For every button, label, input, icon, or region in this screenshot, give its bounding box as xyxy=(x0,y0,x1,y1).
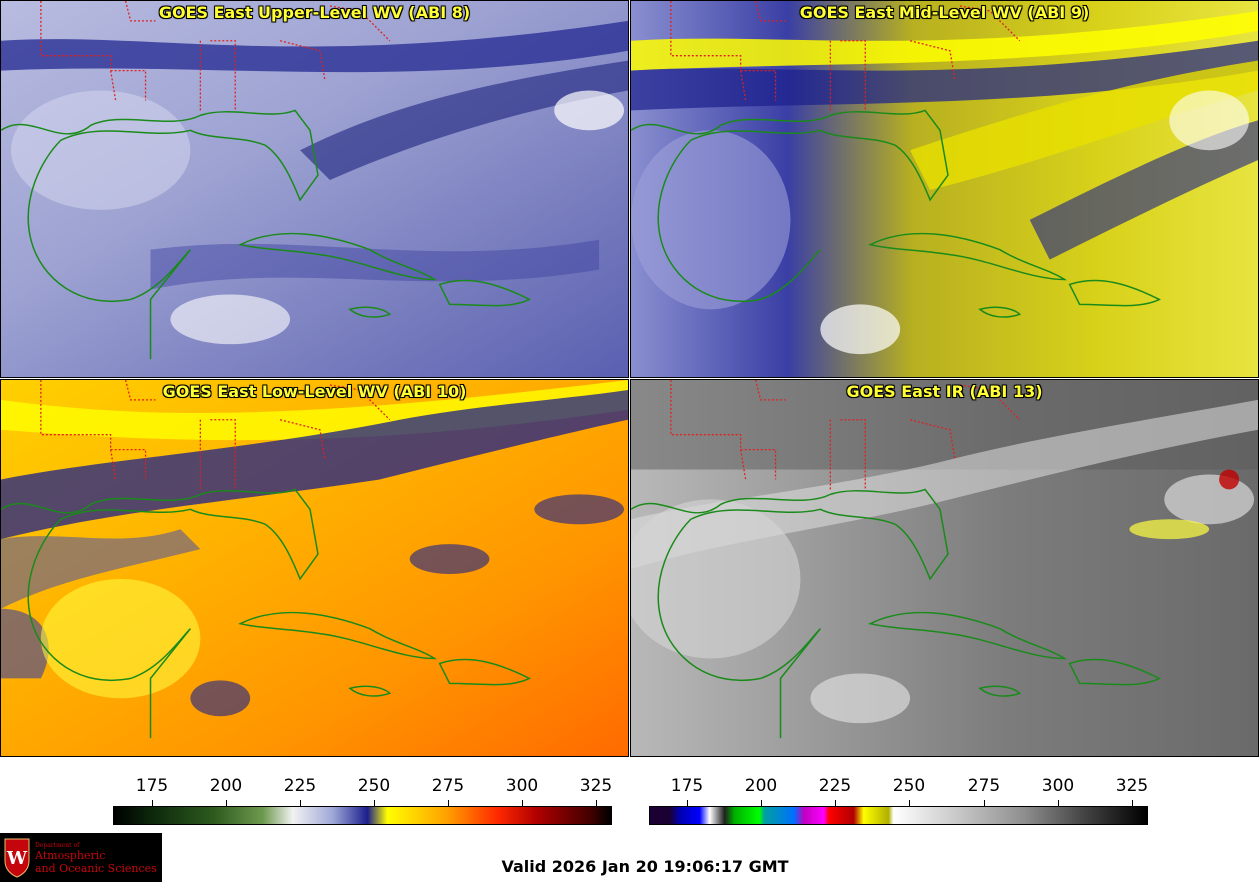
wv-colorbar-tick-label: 300 xyxy=(505,776,539,796)
logo-department: Department of xyxy=(35,842,80,849)
logo-line-2: and Oceanic Sciences xyxy=(35,862,157,875)
wv-colorbar-tick-label: 225 xyxy=(283,776,317,796)
ir-colorbar-tick-label: 250 xyxy=(892,776,926,796)
upper-level-wv-image xyxy=(1,1,628,377)
ir-colorbar-tick-label: 200 xyxy=(744,776,778,796)
ir-colorbar-tick xyxy=(1132,800,1133,806)
wv-colorbar-tick-label: 325 xyxy=(579,776,613,796)
upper-level-wv-panel: GOES East Upper-Level WV (ABI 8) xyxy=(0,0,629,378)
svg-text:W: W xyxy=(6,848,28,869)
wv-colorbar-tick xyxy=(522,800,523,806)
ir-colorbar-tick xyxy=(984,800,985,806)
upper-level-wv-title: GOES East Upper-Level WV (ABI 8) xyxy=(158,3,471,22)
logo-line-1: Atmospheric xyxy=(35,849,106,862)
wv-colorbar-tick xyxy=(448,800,449,806)
aos-logo[interactable]: W Department of Atmospheric and Oceanic … xyxy=(0,833,162,882)
wv-colorbar-tick xyxy=(596,800,597,806)
ir-colorbar-tick xyxy=(1058,800,1059,806)
mid-level-wv-panel: GOES East Mid-Level WV (ABI 9) xyxy=(630,0,1259,378)
ir-colorbar xyxy=(649,806,1148,825)
wv-colorbar-tick-label: 275 xyxy=(431,776,465,796)
ir-colorbar-tick-label: 275 xyxy=(967,776,1001,796)
ir-colorbar-tick xyxy=(835,800,836,806)
ir-colorbar-tick-label: 325 xyxy=(1115,776,1149,796)
ir-colorbar-tick-label: 300 xyxy=(1041,776,1075,796)
ir-image xyxy=(631,380,1258,756)
uw-crest-icon: W xyxy=(4,838,30,878)
wv-colorbar-tick-label: 200 xyxy=(209,776,243,796)
ir-colorbar-tick xyxy=(909,800,910,806)
wv-colorbar-tick xyxy=(152,800,153,806)
ir-colorbar-tick-label: 225 xyxy=(818,776,852,796)
low-level-wv-panel: GOES East Low-Level WV (ABI 10) xyxy=(0,379,629,757)
valid-time-label: Valid 2026 Jan 20 19:06:17 GMT xyxy=(501,857,789,876)
ir-colorbar-tick xyxy=(687,800,688,806)
wv-colorbar-tick xyxy=(226,800,227,806)
low-level-wv-title: GOES East Low-Level WV (ABI 10) xyxy=(162,382,467,401)
wv-colorbar-tick-label: 175 xyxy=(135,776,169,796)
ir-title: GOES East IR (ABI 13) xyxy=(846,382,1043,401)
ir-colorbar-tick-label: 175 xyxy=(670,776,704,796)
wv-colorbar-tick-label: 250 xyxy=(357,776,391,796)
mid-level-wv-image xyxy=(631,1,1258,377)
ir-panel: GOES East IR (ABI 13) xyxy=(630,379,1259,757)
low-level-wv-image xyxy=(1,380,628,756)
wv-colorbar xyxy=(113,806,612,825)
ir-colorbar-tick xyxy=(761,800,762,806)
wv-colorbar-tick xyxy=(374,800,375,806)
mid-level-wv-title: GOES East Mid-Level WV (ABI 9) xyxy=(799,3,1090,22)
wv-colorbar-tick xyxy=(300,800,301,806)
